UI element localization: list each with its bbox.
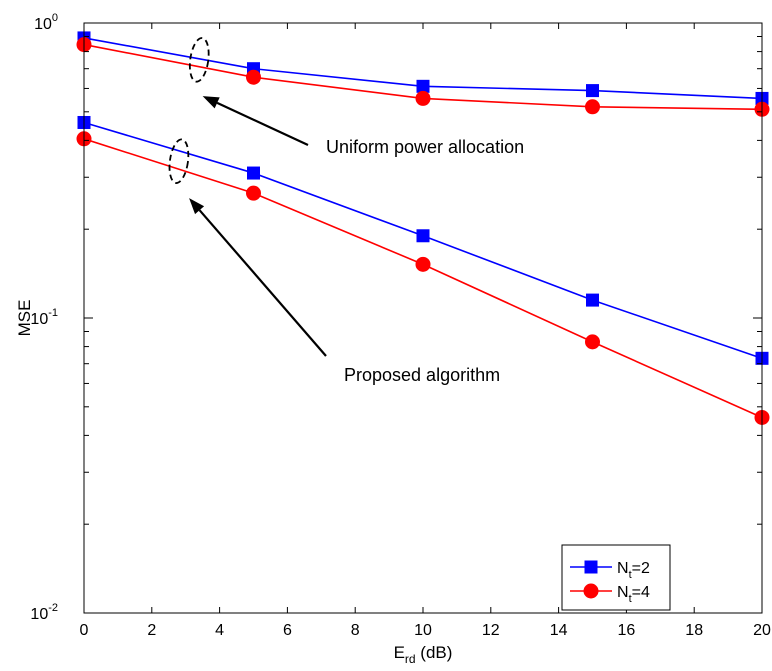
series-0-point — [587, 85, 599, 97]
series-0-point — [417, 80, 429, 92]
y-tick-label: 10-2 — [30, 602, 58, 623]
legend: Nt=2Nt=4 — [562, 545, 670, 610]
series-1-point — [586, 100, 600, 114]
x-tick-label: 14 — [550, 622, 568, 639]
series-2-point — [248, 167, 260, 179]
series-3-point — [416, 257, 430, 271]
series-1-point — [247, 70, 261, 84]
plot-background — [84, 23, 762, 613]
legend-label-rest: =2 — [632, 560, 650, 577]
series-2-point — [587, 294, 599, 306]
x-tick-label: 8 — [351, 622, 360, 639]
x-tick-label: 20 — [753, 622, 771, 639]
series-2-point — [417, 230, 429, 242]
x-tick-label: 12 — [482, 622, 500, 639]
legend-marker — [584, 584, 598, 598]
series-3-point — [247, 186, 261, 200]
legend-box — [562, 545, 670, 610]
legend-label-main: N — [617, 560, 629, 577]
y-tick-label-exponent: 0 — [52, 12, 58, 24]
x-tick-label: 16 — [618, 622, 636, 639]
legend-label-rest: =4 — [632, 584, 650, 601]
x-tick-label: 0 — [80, 622, 89, 639]
y-tick-label: 10-1 — [30, 307, 58, 328]
series-3-point — [586, 335, 600, 349]
y-tick-label-exponent: -1 — [48, 307, 58, 319]
y-tick-label-base: 10 — [34, 16, 52, 33]
x-tick-label: 4 — [215, 622, 224, 639]
x-axis-label-main: E — [394, 643, 405, 662]
series-1-point — [416, 91, 430, 105]
x-tick-label: 2 — [147, 622, 156, 639]
legend-label-main: N — [617, 584, 629, 601]
y-tick-label-exponent: -2 — [48, 602, 58, 614]
legend-marker — [585, 561, 597, 573]
x-axis-label: Erd (dB) — [394, 643, 453, 666]
x-tick-label: 6 — [283, 622, 292, 639]
y-tick-label: 100 — [34, 12, 58, 33]
x-axis-label-sub: rd — [405, 652, 416, 666]
y-axis-label: MSE — [15, 300, 34, 337]
x-tick-label: 18 — [685, 622, 703, 639]
x-axis-label-unit: (dB) — [416, 643, 453, 662]
x-tick-label: 10 — [414, 622, 432, 639]
y-tick-label-base: 10 — [30, 606, 48, 623]
annotation-label: Uniform power allocation — [326, 137, 524, 157]
annotation-label: Proposed algorithm — [344, 365, 500, 385]
